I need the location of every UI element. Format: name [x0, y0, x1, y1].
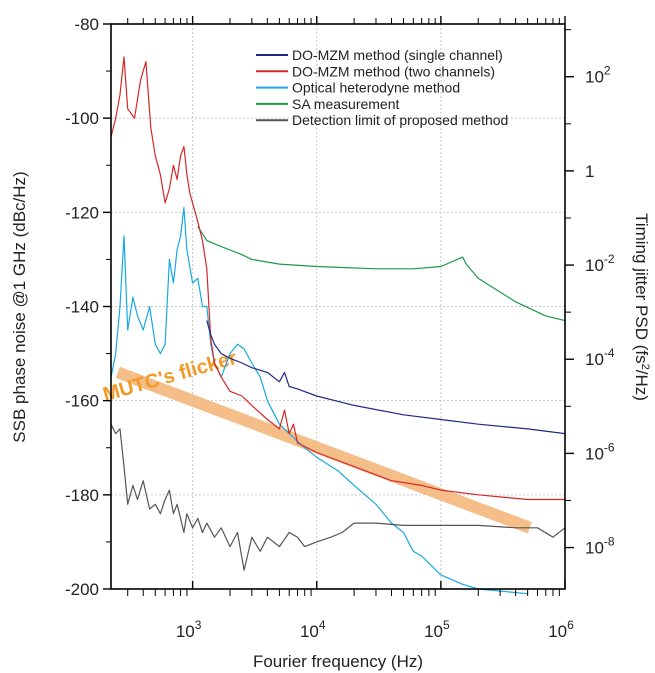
ticks	[103, 16, 574, 596]
y2-tick-exponent: -6	[604, 440, 615, 454]
y2-tick-exponent: -2	[604, 252, 615, 266]
y2-tick-label: 1	[585, 162, 594, 181]
x-tick-label: 103	[176, 618, 202, 641]
y2-tick-exponent: -4	[604, 346, 615, 360]
y2-tick-mantissa: 10	[585, 68, 604, 87]
tick-labels: 103 104 105 106-80-100-120-140-160-180-2001…	[65, 15, 615, 641]
x-axis-title: Fourier frequency (Hz)	[253, 652, 423, 671]
legend-label-detection-limit-of-proposed-method: Detection limit of proposed method	[292, 112, 508, 128]
x-tick-label: 105	[424, 618, 450, 641]
y2-axis-title-sup: 2	[639, 364, 651, 370]
x-tick-exponent: 5	[443, 618, 450, 632]
y-tick-label: -140	[65, 298, 99, 317]
y2-tick-mantissa: 10	[585, 539, 604, 558]
series-line-sa-measurement	[197, 226, 566, 322]
y-tick-label: -200	[65, 580, 99, 599]
y-axis-title: SSB phase noise @1 GHz (dBc/Hz)	[10, 171, 29, 442]
series-line-do-mzm-method-single-channel	[206, 320, 566, 435]
y2-tick-label: 10-2	[585, 252, 615, 275]
y-tick-label: -120	[65, 203, 99, 222]
y2-tick-mantissa: 1	[585, 162, 594, 181]
x-tick-exponent: 4	[319, 618, 326, 632]
flicker-band	[115, 366, 532, 534]
y2-tick-label: 10-4	[585, 346, 615, 369]
legend-label-optical-heterodyne-method: Optical heterodyne method	[292, 80, 460, 96]
y-tick-label: -100	[65, 109, 99, 128]
x-tick-mantissa: 10	[548, 622, 567, 641]
legend: DO-MZM method (single channel)DO-MZM met…	[256, 47, 508, 128]
y2-axis-title: Timing jitter PSD (fs2/Hz)	[632, 213, 651, 401]
y2-tick-mantissa: 10	[585, 350, 604, 369]
legend-label-do-mzm-method-two-channels: DO-MZM method (two channels)	[292, 63, 495, 79]
legend-label-sa-measurement: SA measurement	[292, 96, 399, 112]
x-tick-mantissa: 10	[176, 622, 195, 641]
series-layer	[110, 56, 566, 595]
y2-tick-label: 10-6	[585, 440, 615, 463]
y-tick-label: -160	[65, 392, 99, 411]
y2-axis-title-main: Timing jitter PSD (fs	[632, 213, 651, 364]
y-tick-label: -80	[74, 15, 99, 34]
y2-tick-exponent: -8	[604, 535, 615, 549]
y2-tick-mantissa: 10	[585, 256, 604, 275]
series-line-detection-limit-of-proposed-method	[110, 423, 566, 571]
x-tick-exponent: 6	[567, 618, 574, 632]
x-tick-mantissa: 10	[300, 622, 319, 641]
y2-tick-mantissa: 10	[585, 444, 604, 463]
y2-axis-title-tail: /Hz)	[632, 370, 651, 401]
x-tick-exponent: 3	[195, 618, 202, 632]
y2-tick-exponent: 2	[604, 64, 611, 78]
x-tick-mantissa: 10	[424, 622, 443, 641]
series-line-do-mzm-method-two-channels	[110, 56, 565, 501]
y2-tick-label: 102	[585, 64, 611, 87]
y2-tick-label: 10-8	[585, 535, 615, 558]
x-tick-label: 104	[300, 618, 326, 641]
y-tick-label: -180	[65, 486, 99, 505]
x-tick-label: 106	[548, 618, 574, 641]
legend-label-do-mzm-method-single-channel: DO-MZM method (single channel)	[292, 47, 503, 63]
